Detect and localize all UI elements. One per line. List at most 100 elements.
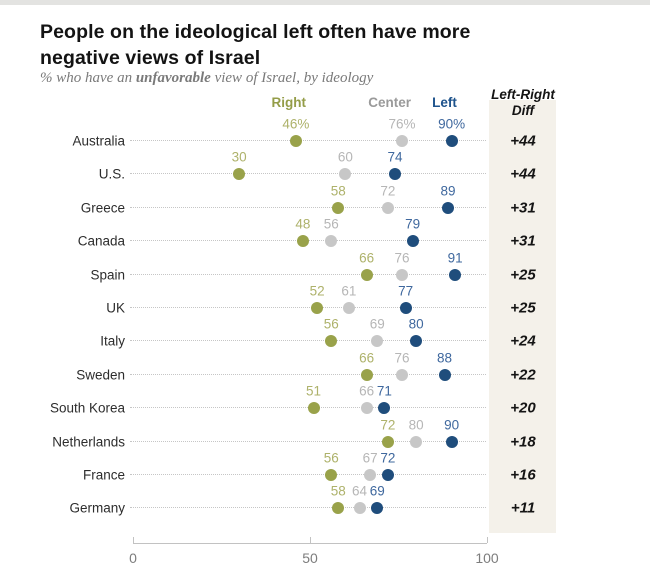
country-label: South Korea: [49, 400, 125, 416]
center-value-label: 76: [394, 250, 410, 266]
center-dot: [381, 201, 394, 214]
right-value-label: 66: [359, 350, 375, 366]
diff-value: +24: [510, 332, 536, 350]
left-value-label: 71: [376, 383, 392, 399]
center-value-label: 60: [337, 149, 353, 165]
country-label: Greece: [80, 200, 125, 216]
country-label: UK: [106, 300, 125, 316]
right-value-label: 48: [295, 216, 311, 232]
x-axis-tick-label: 50: [302, 550, 318, 566]
left-value-label: 88: [437, 350, 453, 366]
left-dot: [406, 235, 419, 248]
left-dot: [445, 435, 458, 448]
left-dot: [399, 302, 412, 314]
left-value-label: 69: [369, 483, 385, 499]
right-dot: [311, 302, 324, 314]
country-label: Spain: [90, 267, 125, 283]
x-axis-tick: [487, 537, 488, 543]
leader-line: [130, 373, 486, 375]
right-dot: [233, 168, 246, 181]
country-label: Canada: [77, 233, 125, 249]
center-value-label: 76%: [388, 116, 416, 132]
center-value-label: 76: [394, 350, 410, 366]
center-dot: [360, 402, 373, 415]
diff-value: +44: [510, 165, 536, 183]
leader-line: [130, 273, 486, 275]
diff-header-line-2: Diff: [511, 103, 535, 119]
right-dot: [289, 135, 302, 147]
right-dot: [296, 235, 309, 248]
right-dot: [381, 435, 394, 448]
center-value-label: 61: [341, 283, 357, 299]
center-value-label: 72: [380, 183, 396, 199]
country-label: Italy: [100, 333, 125, 349]
right-value-label: 56: [323, 316, 339, 332]
chart-title-line-2: negative views of Israel: [40, 47, 261, 70]
center-dot: [364, 469, 377, 481]
left-dot: [381, 469, 394, 481]
country-label: Netherlands: [52, 434, 125, 450]
diff-value: +20: [510, 399, 536, 417]
center-dot: [325, 235, 338, 248]
left-value-label: 90%: [438, 116, 466, 132]
leader-line: [130, 507, 486, 509]
leader-line: [130, 474, 486, 475]
right-value-label: 30: [231, 149, 247, 165]
left-dot: [371, 502, 384, 515]
diff-column-background: [489, 100, 556, 533]
country-label: U.S.: [98, 166, 125, 182]
left-value-label: 72: [380, 450, 396, 466]
left-dot: [378, 402, 391, 415]
left-value-label: 90: [444, 417, 460, 433]
left-dot: [449, 268, 462, 281]
center-dot: [396, 268, 409, 281]
right-value-label: 58: [330, 483, 346, 499]
left-value-label: 74: [387, 149, 403, 165]
diff-value: +31: [510, 199, 536, 217]
left-value-label: 89: [440, 183, 456, 199]
subtitle-prefix: % who have an: [40, 70, 136, 86]
diff-value: +16: [510, 466, 536, 484]
center-value-label: 67: [362, 450, 378, 466]
left-value-label: 77: [398, 283, 414, 299]
left-value-label: 79: [405, 216, 421, 232]
country-label: France: [82, 467, 125, 483]
right-value-label: 46%: [282, 116, 310, 132]
center-dot: [396, 135, 409, 147]
diff-column-header: Left-Right Diff: [491, 87, 555, 119]
center-value-label: 69: [369, 316, 385, 332]
left-value-label: 80: [408, 316, 424, 332]
chart-subtitle: % who have an unfavorable view of Israel…: [40, 70, 373, 87]
center-value-label: 56: [323, 216, 339, 232]
right-value-label: 66: [359, 250, 375, 266]
diff-value: +18: [510, 433, 536, 451]
diff-value: +25: [510, 299, 536, 317]
right-value-label: 72: [380, 417, 396, 433]
right-dot: [325, 469, 338, 481]
center-value-label: 66: [359, 383, 375, 399]
leader-line: [130, 140, 486, 141]
left-dot: [388, 168, 401, 181]
diff-header-line-1: Left-Right: [491, 87, 555, 102]
diff-value: +31: [510, 232, 536, 250]
leader-line: [130, 206, 486, 208]
left-dot: [410, 335, 423, 348]
right-value-label: 58: [330, 183, 346, 199]
legend-right-label: Right: [271, 95, 307, 110]
diff-value: +25: [510, 266, 536, 284]
x-axis-line: [133, 543, 487, 544]
right-dot: [307, 402, 320, 415]
center-dot: [410, 435, 423, 448]
center-dot: [342, 302, 355, 314]
center-dot: [339, 168, 352, 181]
center-value-label: 64: [352, 483, 368, 499]
chart-title: People on the ideological left often hav…: [40, 19, 580, 72]
left-dot: [445, 135, 458, 147]
x-axis-tick-label: 100: [475, 550, 499, 566]
leader-line: [130, 173, 486, 175]
country-label: Sweden: [76, 367, 125, 383]
leader-line: [130, 440, 486, 442]
subtitle-suffix: view of Israel, by ideology: [210, 70, 374, 86]
top-divider: [0, 0, 650, 5]
